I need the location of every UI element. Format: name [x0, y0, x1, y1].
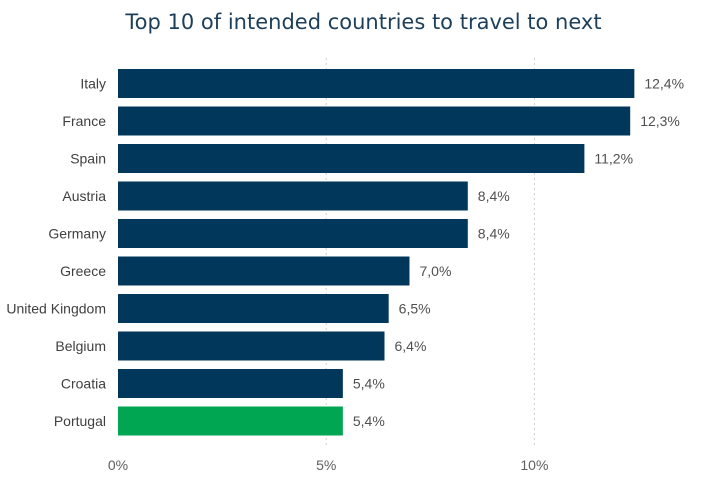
value-label: 6,4% [395, 338, 427, 354]
x-tick-label: 0% [108, 457, 128, 473]
value-label: 12,3% [640, 113, 680, 129]
value-label: 8,4% [478, 226, 510, 242]
category-label: Belgium [55, 338, 106, 354]
category-label: France [62, 113, 106, 129]
category-label: Italy [80, 76, 106, 92]
chart-title: Top 10 of intended countries to travel t… [125, 10, 602, 34]
value-label: 8,4% [478, 188, 510, 204]
category-label: Greece [60, 263, 106, 279]
category-label: Spain [70, 151, 106, 167]
category-label: Germany [48, 226, 106, 242]
bar-portugal[interactable] [118, 406, 343, 436]
bar-germany[interactable] [118, 219, 468, 248]
x-tick-label: 10% [520, 457, 548, 473]
value-label: 6,5% [399, 301, 431, 317]
value-label: 12,4% [644, 76, 684, 92]
category-label: United Kingdom [6, 301, 106, 317]
value-label: 7,0% [419, 263, 451, 279]
bar-spain[interactable] [118, 144, 585, 173]
bars [118, 69, 635, 436]
value-label: 11,2% [594, 151, 633, 167]
bar-belgium[interactable] [118, 331, 385, 361]
bar-austria[interactable] [118, 181, 468, 211]
category-label: Portugal [54, 413, 106, 429]
category-label: Croatia [61, 376, 106, 392]
category-label: Austria [62, 188, 106, 204]
value-label: 5,4% [353, 376, 385, 392]
bar-croatia[interactable] [118, 369, 343, 398]
x-tick-label: 5% [316, 457, 336, 473]
labels: 0% 5% 10% Italy 12,4% France 12,3% Spain 11,2% Au… [6, 76, 684, 474]
bar-italy[interactable] [118, 69, 635, 98]
bar-greece[interactable] [118, 256, 410, 286]
value-label: 5,4% [353, 413, 385, 429]
bar-france[interactable] [118, 106, 631, 136]
bar-united-kingdom[interactable] [118, 294, 389, 323]
